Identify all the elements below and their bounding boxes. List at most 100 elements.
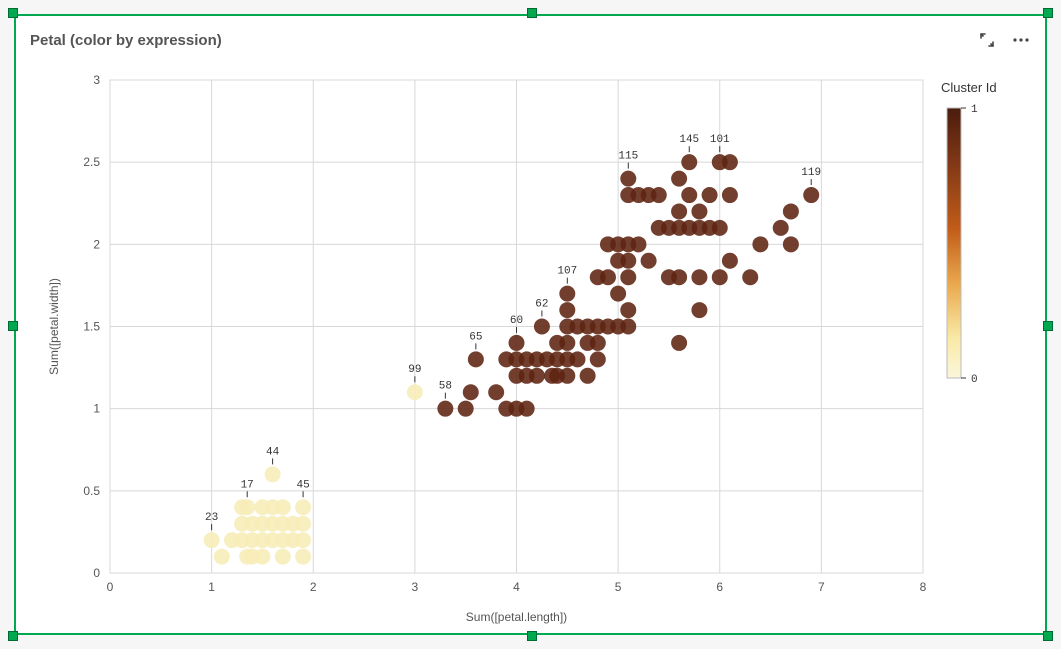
scatter-point[interactable] xyxy=(529,368,545,384)
scatter-point[interactable] xyxy=(275,549,291,565)
svg-text:0.5: 0.5 xyxy=(83,484,100,498)
scatter-point[interactable] xyxy=(559,335,575,351)
scatter-point[interactable] xyxy=(620,319,636,335)
scatter-point[interactable] xyxy=(295,516,311,532)
selection-handle[interactable] xyxy=(8,631,18,641)
scatter-point[interactable] xyxy=(671,335,687,351)
point-label: 23 xyxy=(205,512,218,524)
selection-handle[interactable] xyxy=(1043,8,1053,18)
expand-icon[interactable] xyxy=(977,30,997,50)
svg-text:2.5: 2.5 xyxy=(83,155,100,169)
scatter-point[interactable] xyxy=(610,286,626,302)
scatter-point[interactable] xyxy=(458,401,474,417)
scatter-point[interactable] xyxy=(681,187,697,203)
point-label: 145 xyxy=(679,134,699,146)
scatter-point[interactable] xyxy=(803,187,819,203)
scatter-point[interactable] xyxy=(488,384,504,400)
scatter-point[interactable] xyxy=(265,466,281,482)
chart-area[interactable]: 01234567800.511.522.53Sum([petal.length]… xyxy=(30,60,1031,619)
scatter-point[interactable] xyxy=(407,384,423,400)
legend-title: Cluster Id xyxy=(941,80,997,95)
scatter-point[interactable] xyxy=(620,171,636,187)
scatter-point[interactable] xyxy=(569,351,585,367)
scatter-point[interactable] xyxy=(773,220,789,236)
scatter-point[interactable] xyxy=(783,236,799,252)
point-label: 107 xyxy=(557,266,577,278)
panel-title: Petal (color by expression) xyxy=(30,32,222,49)
point-label: 101 xyxy=(710,134,730,146)
selection-handle[interactable] xyxy=(527,631,537,641)
scatter-point[interactable] xyxy=(590,351,606,367)
scatter-chart[interactable]: 01234567800.511.522.53Sum([petal.length]… xyxy=(30,60,1033,633)
scatter-point[interactable] xyxy=(468,351,484,367)
scatter-point[interactable] xyxy=(295,549,311,565)
scatter-point[interactable] xyxy=(722,187,738,203)
point-label: 17 xyxy=(241,479,254,491)
legend-max: 1 xyxy=(971,104,978,116)
chart-panel[interactable]: Petal (color by expression) 01234567800.… xyxy=(14,14,1047,635)
panel-actions xyxy=(977,30,1031,50)
svg-text:1: 1 xyxy=(93,402,100,416)
selection-handle[interactable] xyxy=(1043,631,1053,641)
scatter-point[interactable] xyxy=(620,269,636,285)
point-label: 115 xyxy=(618,151,638,163)
panel-title-bar: Petal (color by expression) xyxy=(16,16,1045,60)
scatter-point[interactable] xyxy=(559,368,575,384)
svg-text:5: 5 xyxy=(615,580,622,594)
scatter-point[interactable] xyxy=(254,549,270,565)
scatter-point[interactable] xyxy=(620,302,636,318)
selection-handle[interactable] xyxy=(1043,321,1053,331)
scatter-point[interactable] xyxy=(559,286,575,302)
scatter-point[interactable] xyxy=(742,269,758,285)
scatter-point[interactable] xyxy=(559,302,575,318)
scatter-point[interactable] xyxy=(691,203,707,219)
selection-handle[interactable] xyxy=(8,321,18,331)
scatter-point[interactable] xyxy=(712,220,728,236)
selection-handle[interactable] xyxy=(527,8,537,18)
point-label: 44 xyxy=(266,446,280,458)
scatter-point[interactable] xyxy=(651,187,667,203)
svg-text:0: 0 xyxy=(107,580,114,594)
legend-min: 0 xyxy=(971,374,978,386)
scatter-point[interactable] xyxy=(534,319,550,335)
scatter-point[interactable] xyxy=(275,499,291,515)
scatter-point[interactable] xyxy=(702,187,718,203)
svg-text:1.5: 1.5 xyxy=(83,320,100,334)
scatter-point[interactable] xyxy=(671,203,687,219)
scatter-point[interactable] xyxy=(463,384,479,400)
point-label: 119 xyxy=(801,167,821,179)
point-label: 60 xyxy=(510,315,523,327)
scatter-point[interactable] xyxy=(671,269,687,285)
scatter-point[interactable] xyxy=(437,401,453,417)
scatter-point[interactable] xyxy=(722,154,738,170)
point-label: 45 xyxy=(296,479,309,491)
scatter-point[interactable] xyxy=(509,335,525,351)
more-options-icon[interactable] xyxy=(1011,30,1031,50)
selection-handle[interactable] xyxy=(8,8,18,18)
scatter-point[interactable] xyxy=(600,269,616,285)
svg-text:3: 3 xyxy=(93,73,100,87)
svg-text:7: 7 xyxy=(818,580,825,594)
scatter-point[interactable] xyxy=(712,269,728,285)
scatter-point[interactable] xyxy=(691,269,707,285)
point-label: 62 xyxy=(535,299,548,311)
scatter-point[interactable] xyxy=(204,532,220,548)
scatter-point[interactable] xyxy=(214,549,230,565)
scatter-point[interactable] xyxy=(630,236,646,252)
scatter-point[interactable] xyxy=(239,499,255,515)
scatter-point[interactable] xyxy=(295,532,311,548)
scatter-point[interactable] xyxy=(295,499,311,515)
scatter-point[interactable] xyxy=(783,203,799,219)
scatter-point[interactable] xyxy=(691,302,707,318)
scatter-point[interactable] xyxy=(722,253,738,269)
scatter-point[interactable] xyxy=(590,335,606,351)
svg-text:Sum([petal.length]): Sum([petal.length]) xyxy=(466,610,567,624)
scatter-point[interactable] xyxy=(620,253,636,269)
legend-gradient xyxy=(947,108,961,378)
scatter-point[interactable] xyxy=(681,154,697,170)
scatter-point[interactable] xyxy=(580,368,596,384)
scatter-point[interactable] xyxy=(752,236,768,252)
scatter-point[interactable] xyxy=(671,171,687,187)
scatter-point[interactable] xyxy=(519,401,535,417)
scatter-point[interactable] xyxy=(641,253,657,269)
